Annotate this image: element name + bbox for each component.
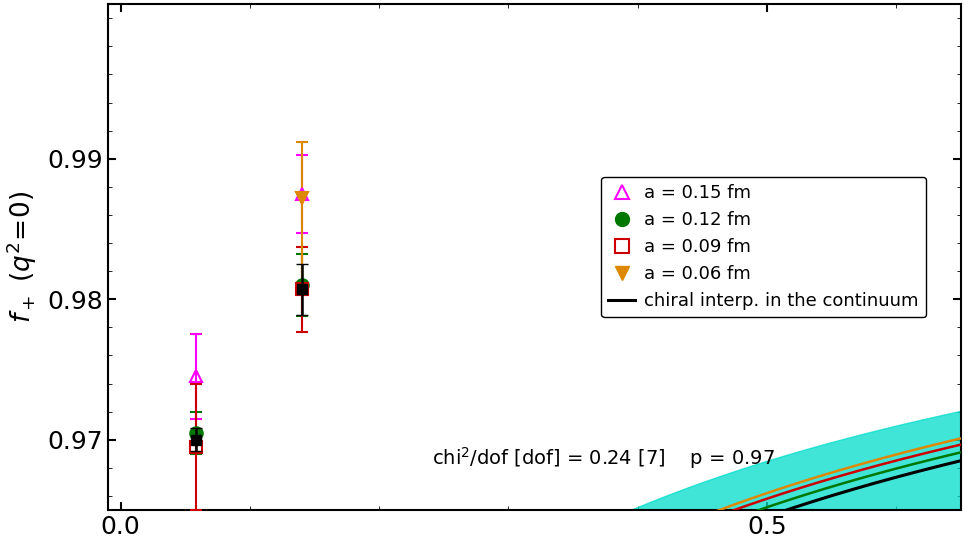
Y-axis label: $f_+\ (q^2\!=\!0)$: $f_+\ (q^2\!=\!0)$ — [4, 191, 39, 324]
Text: chi$^2$/dof [dof] = 0.24 [7]    p = 0.97: chi$^2$/dof [dof] = 0.24 [7] p = 0.97 — [431, 445, 775, 471]
Legend: a = 0.15 fm, a = 0.12 fm, a = 0.09 fm, a = 0.06 fm, chiral interp. in the contin: a = 0.15 fm, a = 0.12 fm, a = 0.09 fm, a… — [601, 176, 926, 317]
